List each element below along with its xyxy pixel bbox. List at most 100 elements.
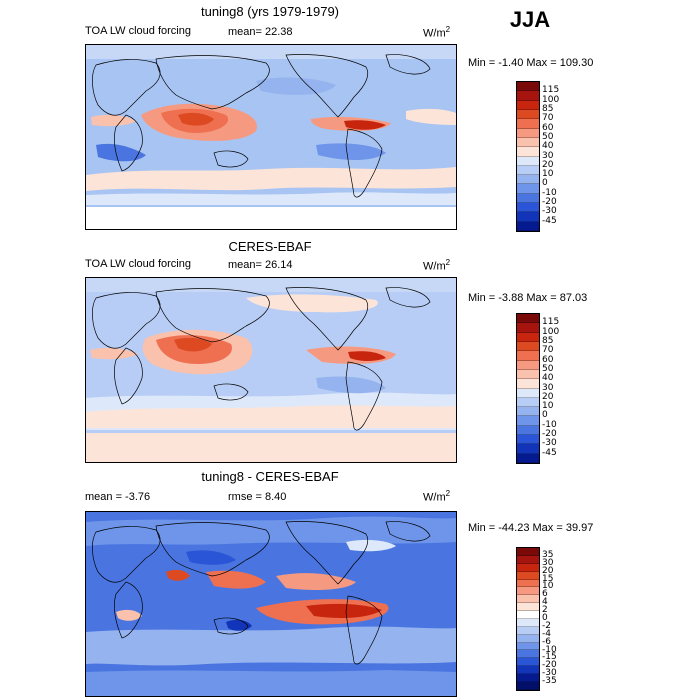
- panel-3-map: [85, 511, 457, 697]
- panel-2-colorbar-tick-label: -10: [542, 419, 557, 430]
- panel-1-colorbar-swatch: [517, 147, 539, 157]
- panel-3-colorbar-tick-label: -20: [542, 660, 557, 671]
- panel-3-colorbar-tick-label: 35: [542, 549, 554, 560]
- panel-3-map-svg: [86, 512, 456, 696]
- panel-1-colorbar-tick-label: 50: [542, 131, 554, 142]
- panel-1-colorbar-tick-label: -45: [542, 215, 557, 226]
- panel-2-map: [85, 277, 457, 463]
- panel-2-colorbar-swatch: [517, 453, 539, 463]
- panel-1-colorbar-swatch: [517, 137, 539, 148]
- panel-1-colorbar-tick-label: 115: [542, 85, 560, 96]
- panel-2-colorbar-swatch: [517, 397, 539, 408]
- panel-3-colorbar-tick-label: -4: [542, 628, 551, 639]
- panel-1-units: W/m2: [423, 25, 451, 40]
- panel-3-colorbar-tick-label: 30: [542, 557, 554, 568]
- panel-1-colorbar-swatch: [517, 221, 539, 231]
- panel-2-map-svg: [86, 278, 456, 462]
- panel-2-colorbar-swatch: [517, 332, 539, 342]
- panel-3-colorbar-swatch: [517, 587, 539, 596]
- panel-1-map-svg: [86, 45, 456, 229]
- panel-2-variable-label: TOA LW cloud forcing: [85, 258, 191, 270]
- panel-1-map: [85, 44, 457, 230]
- panel-3-colorbar-swatch: [517, 563, 539, 572]
- panel-2-colorbar-fill: [517, 314, 539, 463]
- panel-2-mean: mean= 26.14: [228, 259, 293, 271]
- panel-1-colorbar-tick-label: 70: [542, 113, 554, 124]
- panel-1-colorbar: [516, 81, 540, 232]
- panel-1-colorbar-swatch: [517, 175, 539, 185]
- panel-3-colorbar-swatch: [517, 555, 539, 564]
- panel-1-colorbar-swatch: [517, 156, 539, 166]
- panel-1-colorbar-tick-label: 0: [542, 178, 548, 189]
- panel-1-colorbar-swatch: [517, 184, 539, 194]
- panel-2-colorbar-swatch: [517, 360, 539, 370]
- panel-3-colorbar-tick-label: -35: [542, 676, 557, 687]
- panel-2-colorbar-swatch: [517, 341, 539, 352]
- panel-3-colorbar-swatch: [517, 626, 539, 635]
- panel-3-colorbar: [516, 547, 540, 691]
- panel-3-minmax: Min = -44.23 Max = 39.97: [468, 522, 594, 534]
- panel-1-minmax: Min = -1.40 Max = 109.30: [468, 57, 594, 69]
- panel-2-title: CERES-EBAF: [228, 239, 312, 254]
- panel-2-colorbar-swatch: [517, 369, 539, 380]
- panel-1-colorbar-swatch: [517, 165, 539, 176]
- panel-3-colorbar-tick-label: -2: [542, 620, 551, 631]
- panel-3-colorbar-tick-label: 4: [542, 597, 548, 608]
- panel-1-colorbar-swatch: [517, 203, 539, 213]
- panel-3-colorbar-swatch: [517, 595, 539, 604]
- panel-2-colorbar-tick-label: 30: [542, 382, 554, 393]
- panel-3-colorbar-swatch: [517, 634, 539, 643]
- panel-2-colorbar-swatch: [517, 388, 539, 398]
- panel-3-colorbar-tick-label: 0: [542, 613, 548, 623]
- panel-1-colorbar-swatch: [517, 109, 539, 120]
- panel-1-colorbar-swatch: [517, 212, 539, 222]
- panel-3-colorbar-swatch: [517, 674, 539, 682]
- panel-3-colorbar-tick-label: 6: [542, 589, 548, 600]
- panel-1-variable-label: TOA LW cloud forcing: [85, 25, 191, 37]
- panel-3-colorbar-swatch: [517, 666, 539, 674]
- panel-3-colorbar-tick-label: -10: [542, 644, 557, 655]
- panel-2-colorbar-tick-label: 115: [542, 317, 560, 328]
- panel-2-colorbar: [516, 313, 540, 464]
- panel-2-colorbar-tick-label: -30: [542, 438, 557, 449]
- panel-1-colorbar-swatch: [517, 128, 539, 138]
- panel-2-colorbar-tick-label: 85: [542, 335, 554, 346]
- panel-3-colorbar-swatch: [517, 548, 539, 556]
- panel-1-colorbar-tick-label: 100: [542, 94, 560, 105]
- panel-3-colorbar-swatch: [517, 611, 539, 619]
- panel-1-colorbar-swatch: [517, 119, 539, 129]
- panel-3-colorbar-tick-label: 20: [542, 565, 554, 576]
- panel-2-colorbar-tick-label: 0: [542, 410, 548, 421]
- panel-3-colorbar-fill: [517, 548, 539, 690]
- panel-1-colorbar-tick-label: -10: [542, 187, 557, 198]
- panel-3-colorbar-swatch: [517, 681, 539, 690]
- panel-2-colorbar-tick-label: -20: [542, 429, 557, 440]
- panel-2-colorbar-tick-label: -45: [542, 447, 557, 458]
- panel-3-colorbar-swatch: [517, 603, 539, 611]
- panel-1-colorbar-swatch: [517, 100, 539, 110]
- panel-1-colorbar-tick-label: 20: [542, 159, 554, 170]
- panel-2-colorbar-tick-label: 20: [542, 391, 554, 402]
- panel-2-colorbar-tick-label: 50: [542, 363, 554, 374]
- panel-1-colorbar-tick-label: -20: [542, 197, 557, 208]
- panel-2-colorbar-tick-label: 60: [542, 354, 554, 365]
- panel-3-colorbar-tick-label: 15: [542, 573, 554, 584]
- panel-1-colorbar-tick-label: 10: [542, 169, 554, 180]
- panel-1-title: tuning8 (yrs 1979-1979): [200, 4, 340, 19]
- panel-2-colorbar-swatch: [517, 314, 539, 324]
- panel-2-colorbar-swatch: [517, 351, 539, 361]
- panel-2-colorbar-tick-label: 40: [542, 373, 554, 384]
- panel-1-colorbar-swatch: [517, 193, 539, 204]
- panel-3-colorbar-tick-label: -15: [542, 652, 557, 663]
- panel-2-colorbar-swatch: [517, 323, 539, 333]
- panel-3-colorbar-tick-label: 10: [542, 581, 554, 592]
- panel-2-colorbar-tick-label: 100: [542, 326, 560, 337]
- panel-1-colorbar-swatch: [517, 82, 539, 92]
- panel-2-colorbar-tick-label: 10: [542, 401, 554, 412]
- panel-3-mean: mean = -3.76: [85, 491, 151, 503]
- panel-2-colorbar-swatch: [517, 444, 539, 454]
- panel-3-colorbar-tick-label: -6: [542, 636, 551, 647]
- panel-2-colorbar-swatch: [517, 416, 539, 426]
- panel-2-colorbar-swatch: [517, 407, 539, 417]
- panel-2-colorbar-swatch: [517, 435, 539, 445]
